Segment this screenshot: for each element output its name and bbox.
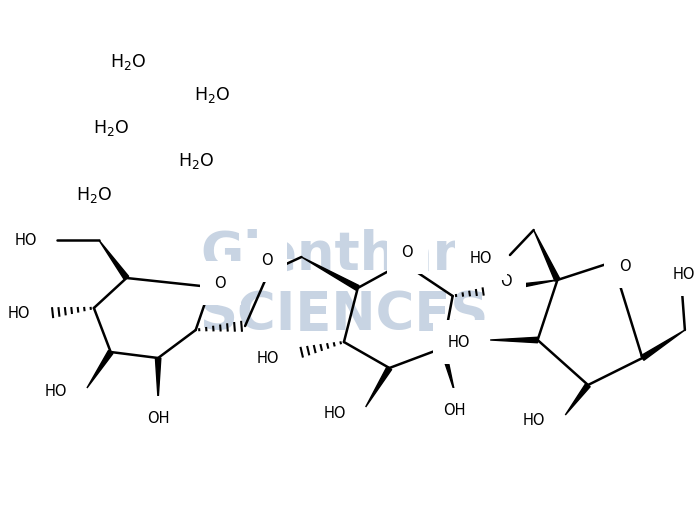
Polygon shape xyxy=(99,240,129,280)
Text: O: O xyxy=(619,258,631,274)
Text: HO: HO xyxy=(7,306,30,320)
Polygon shape xyxy=(641,330,685,360)
Text: O: O xyxy=(402,244,413,259)
Polygon shape xyxy=(534,230,560,281)
Text: HO: HO xyxy=(45,384,68,398)
Text: O: O xyxy=(214,276,226,291)
Text: H$_2$O: H$_2$O xyxy=(111,52,147,72)
Text: HO: HO xyxy=(470,251,492,266)
Polygon shape xyxy=(301,257,359,290)
Polygon shape xyxy=(365,367,392,407)
Text: HO: HO xyxy=(448,334,470,349)
Text: HO: HO xyxy=(672,267,695,281)
Polygon shape xyxy=(440,347,454,392)
Polygon shape xyxy=(87,350,113,388)
Text: H$_2$O: H$_2$O xyxy=(93,118,129,138)
Text: HO: HO xyxy=(324,406,346,421)
Polygon shape xyxy=(500,280,557,292)
Text: HO: HO xyxy=(523,412,546,427)
Text: O: O xyxy=(500,274,512,289)
Text: OH: OH xyxy=(443,402,466,418)
Polygon shape xyxy=(490,337,537,343)
Polygon shape xyxy=(155,358,161,400)
Text: HO: HO xyxy=(15,232,38,248)
Text: OH: OH xyxy=(147,410,169,425)
Text: H$_2$O: H$_2$O xyxy=(177,151,214,171)
Text: Glentham
SCIENCES: Glentham SCIENCES xyxy=(199,229,489,341)
Text: H$_2$O: H$_2$O xyxy=(194,85,230,105)
Polygon shape xyxy=(565,383,590,415)
Text: O: O xyxy=(261,253,273,267)
Text: H$_2$O: H$_2$O xyxy=(76,185,112,205)
Text: HO: HO xyxy=(256,350,278,366)
